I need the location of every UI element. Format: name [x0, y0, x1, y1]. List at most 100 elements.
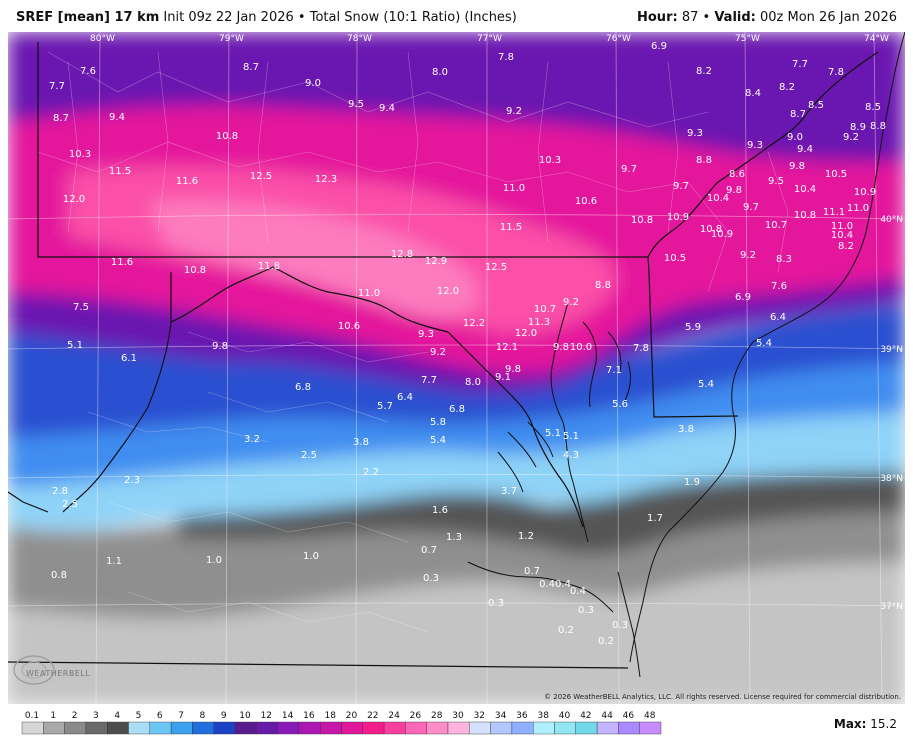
snowfall-value: 0.3	[612, 620, 628, 631]
latitude-line	[8, 474, 905, 479]
snowfall-value: 0.3	[578, 605, 594, 616]
max-value: Max: 15.2	[834, 717, 897, 731]
logo-icon	[13, 655, 55, 685]
snowfall-value: 3.7	[501, 486, 517, 497]
snowfall-value: 10.3	[539, 155, 561, 166]
legend-swatch	[533, 721, 555, 735]
hour-value: 87	[681, 10, 699, 25]
bullet-separator: •	[702, 10, 711, 25]
legend-tick-label: 26	[410, 711, 422, 721]
legend-tick-label: 22	[367, 711, 378, 721]
legend-tick-label: 16	[303, 711, 315, 721]
longitude-line	[615, 32, 620, 704]
snowfall-value: 10.8	[216, 131, 238, 142]
snowfall-value: 10.6	[338, 321, 360, 332]
snowfall-value: 10.8	[184, 265, 206, 276]
legend-tick-label: 18	[324, 711, 336, 721]
snowfall-value: 8.2	[779, 82, 795, 93]
snowfall-value: 5.6	[612, 399, 628, 410]
legend-swatch	[596, 721, 619, 735]
latitude-label: 39°N	[880, 345, 903, 355]
legend-tick-labels: 0.1 1 2 3 4 5 6 7 8 9 10 12 14 16 18 20 22 24 26 28 30 32 34 36…	[25, 711, 656, 721]
legend-tick-label: 44	[601, 711, 613, 721]
legend-swatch	[106, 721, 129, 735]
snowfall-value: 9.2	[563, 297, 579, 308]
snowfall-value: 5.4	[430, 435, 446, 446]
snowfall-value: 2.5	[301, 450, 317, 461]
snowfall-value: 7.7	[792, 59, 808, 70]
longitude-label: 75°W	[735, 34, 760, 44]
longitude-line	[355, 32, 358, 704]
legend-swatch	[149, 721, 172, 735]
latitude-label: 37°N	[880, 602, 903, 612]
color-legend: 0.1 1 2 3 4 5 6 7 8 9 10 12 14 16 18 20 22 24 26 28 30 32 34 36…	[21, 711, 662, 735]
longitude-label: 77°W	[477, 34, 502, 44]
model-name: SREF [mean] 17 km	[16, 10, 160, 25]
snowfall-value: 2.5	[62, 499, 78, 510]
snowfall-value: 5.1	[67, 340, 83, 351]
kentucky-border	[8, 491, 49, 513]
legend-tick-label: 48	[644, 711, 656, 721]
west-virginia-virginia-border	[62, 321, 172, 513]
snowfall-value: 5.9	[685, 322, 701, 333]
snowfall-value: 10.8	[794, 210, 816, 221]
legend-tick-label: 20	[346, 711, 358, 721]
snowfall-value: 10.9	[854, 187, 876, 198]
snowfall-value: 1.7	[647, 513, 663, 524]
snowfall-value: 9.8	[726, 185, 742, 196]
snowfall-value: 9.2	[430, 347, 446, 358]
state-borders	[8, 42, 879, 669]
legend-tick-label: 34	[495, 711, 507, 721]
delaware-border	[647, 256, 739, 418]
legend-swatch	[128, 721, 150, 735]
snowfall-value: 10.9	[667, 212, 689, 223]
longitude-line	[95, 32, 101, 704]
snowfall-value: 9.0	[305, 78, 321, 89]
hour-label: Hour:	[637, 10, 678, 25]
snowfall-value: 1.2	[518, 531, 534, 542]
snowfall-value: 9.4	[109, 112, 125, 123]
snowfall-value: 9.2	[843, 132, 859, 143]
longitude-labels: 80°W 79°W 78°W 77°W 76°W 75°W 74°W	[90, 34, 889, 44]
snowfall-value: 6.9	[651, 41, 667, 52]
snowfall-value: 10.9	[711, 229, 733, 240]
snowfall-value: 5.1	[545, 428, 561, 439]
legend-tick-label: 2	[72, 711, 78, 721]
snowfall-value: 8.5	[865, 102, 881, 113]
latitude-line	[8, 602, 905, 607]
snowfall-value: 8.8	[870, 121, 886, 132]
snowfall-value: 0.7	[421, 545, 437, 556]
snowfall-value: 8.5	[808, 100, 824, 111]
snowfall-value: 7.8	[828, 67, 844, 78]
snowfall-value: 10.4	[707, 193, 729, 204]
legend-tick-label: 42	[580, 711, 591, 721]
legend-tick-label: 10	[239, 711, 251, 721]
map-canvas: 80°W 79°W 78°W 77°W 76°W 75°W 74°W 40°N …	[8, 32, 905, 704]
longitude-line	[873, 32, 883, 704]
snowfall-value: 9.8	[505, 364, 521, 375]
snowfall-value: 9.5	[348, 99, 364, 110]
longitude-line	[744, 32, 751, 704]
legend-swatch	[320, 721, 342, 735]
snowfall-value: 9.4	[797, 144, 813, 155]
max-label: Max:	[833, 717, 867, 731]
latitude-label: 40°N	[880, 215, 903, 225]
legend-tick-label: 6	[157, 711, 163, 721]
snowfall-value: 7.8	[498, 52, 514, 63]
legend-swatch	[43, 721, 65, 735]
snowfall-value: 11.6	[176, 176, 198, 187]
legend-swatch	[405, 721, 427, 735]
snowfall-value: 9.4	[379, 103, 395, 114]
snowfall-value: 8.0	[432, 67, 448, 78]
new-jersey-border	[647, 51, 879, 258]
legend-tick-label: 3	[93, 711, 99, 721]
legend-swatch	[639, 721, 662, 735]
legend-swatch	[192, 721, 214, 735]
snowfall-value: 9.2	[740, 250, 756, 261]
snowfall-value: 8.9	[850, 122, 866, 133]
snowfall-value: 6.8	[449, 404, 465, 415]
snowfall-value: 6.1	[121, 353, 137, 364]
snowfall-value: 8.2	[696, 66, 712, 77]
snowfall-value: 5.4	[756, 338, 772, 349]
snowfall-value: 10.6	[575, 196, 597, 207]
